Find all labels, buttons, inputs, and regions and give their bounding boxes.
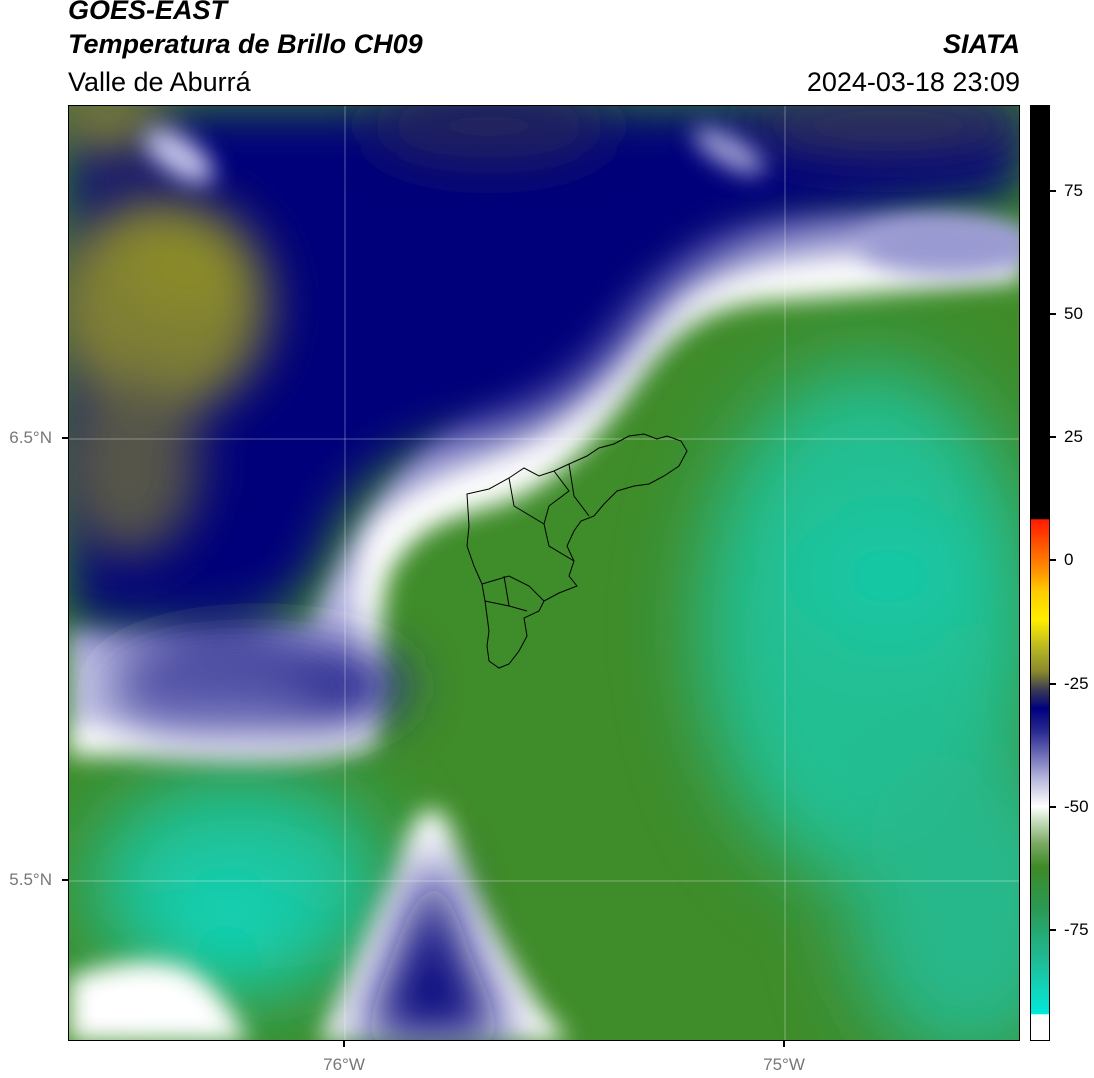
lon-tick-75 — [783, 1041, 785, 1047]
colorbar-label-75: 75 — [1064, 181, 1083, 200]
region-subtitle: Valle de Aburrá — [68, 67, 251, 97]
brightness-temperature-map[interactable] — [68, 105, 1020, 1041]
colorbar-tick — [1050, 559, 1056, 561]
lavender-streaks — [144, 127, 1019, 276]
lat-label-5.5: 5.5°N — [9, 870, 52, 889]
product-title: Temperatura de Brillo CH09 — [68, 29, 423, 59]
datetime-label: 2024-03-18 23:09 — [806, 67, 1020, 97]
colorbar-label-neg25: -25 — [1064, 674, 1089, 693]
olive-regions — [69, 106, 1019, 556]
gridlines — [69, 106, 1019, 1040]
satellite-title: GOES-EAST — [68, 0, 228, 25]
lat-tick-5.5 — [62, 879, 68, 881]
colorbar-tick — [1050, 806, 1056, 808]
colorbar — [1030, 105, 1050, 1041]
lon-tick-76 — [343, 1041, 345, 1047]
map-canvas — [69, 106, 1019, 1040]
colorbar-tick — [1050, 683, 1056, 685]
colorbar-label-50: 50 — [1064, 304, 1083, 323]
lat-label-6.5: 6.5°N — [9, 428, 52, 447]
colorbar-label-neg50: -50 — [1064, 797, 1089, 816]
lon-label-76: 76°W — [323, 1055, 365, 1074]
colorbar-tick — [1050, 929, 1056, 931]
valle-aburra-outline — [466, 433, 688, 669]
cold-cloud-navy — [69, 106, 1019, 1040]
colorbar-tick — [1050, 190, 1056, 192]
lon-label-75: 75°W — [763, 1055, 805, 1074]
lat-tick-6.5 — [62, 437, 68, 439]
organization-label: SIATA — [943, 29, 1020, 59]
turquoise-regions — [89, 366, 1019, 1040]
colorbar-tick — [1050, 313, 1056, 315]
colorbar-tick — [1050, 436, 1056, 438]
colorbar-label-0: 0 — [1064, 550, 1074, 569]
colorbar-label-neg75: -75 — [1064, 920, 1089, 939]
colorbar-label-25: 25 — [1064, 427, 1083, 446]
